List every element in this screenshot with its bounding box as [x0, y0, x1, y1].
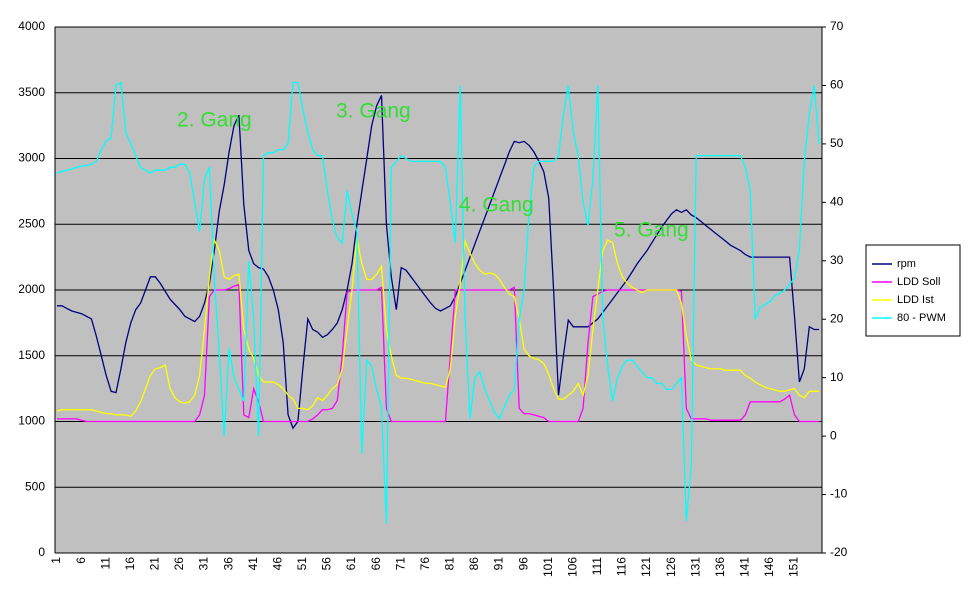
y2-tick-label: 20 — [830, 311, 844, 325]
y-tick-label: 0 — [38, 545, 45, 559]
y-tick-label: 2500 — [18, 216, 45, 230]
legend-label: LDD Soll — [897, 276, 940, 288]
legend-label: rpm — [897, 258, 916, 270]
y2-tick-label: 10 — [830, 370, 844, 384]
x-tick-label: 96 — [516, 557, 530, 571]
y-tick-label: 500 — [25, 479, 45, 493]
annotation: 2. Gang — [177, 109, 252, 132]
x-tick-label: 146 — [762, 557, 776, 577]
y2-tick-label: -20 — [830, 545, 848, 559]
annotation: 4. Gang — [459, 194, 534, 217]
annotation: 5. Gang — [614, 219, 689, 242]
x-tick-label: 66 — [369, 557, 383, 571]
y2-tick-label: 40 — [830, 195, 844, 209]
x-tick-label: 136 — [713, 557, 727, 577]
y2-tick-label: 60 — [830, 78, 844, 92]
x-tick-label: 6 — [74, 557, 88, 564]
y2-tick-label: -10 — [830, 487, 848, 501]
y-tick-label: 2000 — [18, 282, 45, 296]
series-line — [56, 81, 820, 524]
x-tick-label: 86 — [467, 557, 481, 571]
y2-tick-label: 70 — [830, 19, 844, 33]
legend-label: 80 - PWM — [897, 312, 946, 324]
x-tick-label: 101 — [541, 557, 555, 577]
x-tick-label: 41 — [246, 557, 260, 571]
x-tick-label: 56 — [320, 557, 334, 571]
x-tick-label: 1 — [49, 557, 63, 564]
x-tick-label: 106 — [565, 557, 579, 577]
annotation: 3. Gang — [336, 100, 411, 123]
x-tick-label: 26 — [172, 557, 186, 571]
x-tick-label: 91 — [492, 557, 506, 571]
legend-label: LDD Ist — [897, 294, 934, 306]
y2-tick-label: 50 — [830, 136, 844, 150]
x-tick-label: 121 — [639, 557, 653, 577]
y-tick-label: 3500 — [18, 85, 45, 99]
x-tick-label: 151 — [787, 557, 801, 577]
x-tick-label: 76 — [418, 557, 432, 571]
y-tick-label: 4000 — [18, 19, 45, 33]
x-tick-label: 31 — [197, 557, 211, 571]
y2-tick-label: 30 — [830, 253, 844, 267]
legend — [865, 244, 961, 337]
series-line — [57, 95, 820, 430]
x-tick-label: 21 — [148, 557, 162, 571]
x-tick-label: 46 — [270, 557, 284, 571]
x-tick-label: 81 — [443, 557, 457, 571]
y-tick-label: 1000 — [18, 414, 45, 428]
x-tick-label: 71 — [393, 557, 407, 571]
x-tick-label: 126 — [664, 557, 678, 577]
x-tick-label: 16 — [123, 557, 137, 571]
y2-tick-label: 0 — [830, 428, 837, 442]
x-tick-label: 111 — [590, 557, 604, 576]
y-tick-label: 1500 — [18, 348, 45, 362]
x-tick-label: 141 — [738, 557, 752, 577]
x-tick-label: 11 — [98, 557, 112, 570]
series-line — [56, 237, 820, 417]
x-tick-label: 61 — [344, 557, 358, 571]
x-tick-label: 131 — [688, 557, 702, 577]
y-tick-label: 3000 — [18, 151, 45, 165]
x-tick-label: 51 — [295, 557, 309, 571]
x-tick-label: 36 — [221, 557, 235, 571]
x-tick-label: 116 — [615, 557, 629, 576]
